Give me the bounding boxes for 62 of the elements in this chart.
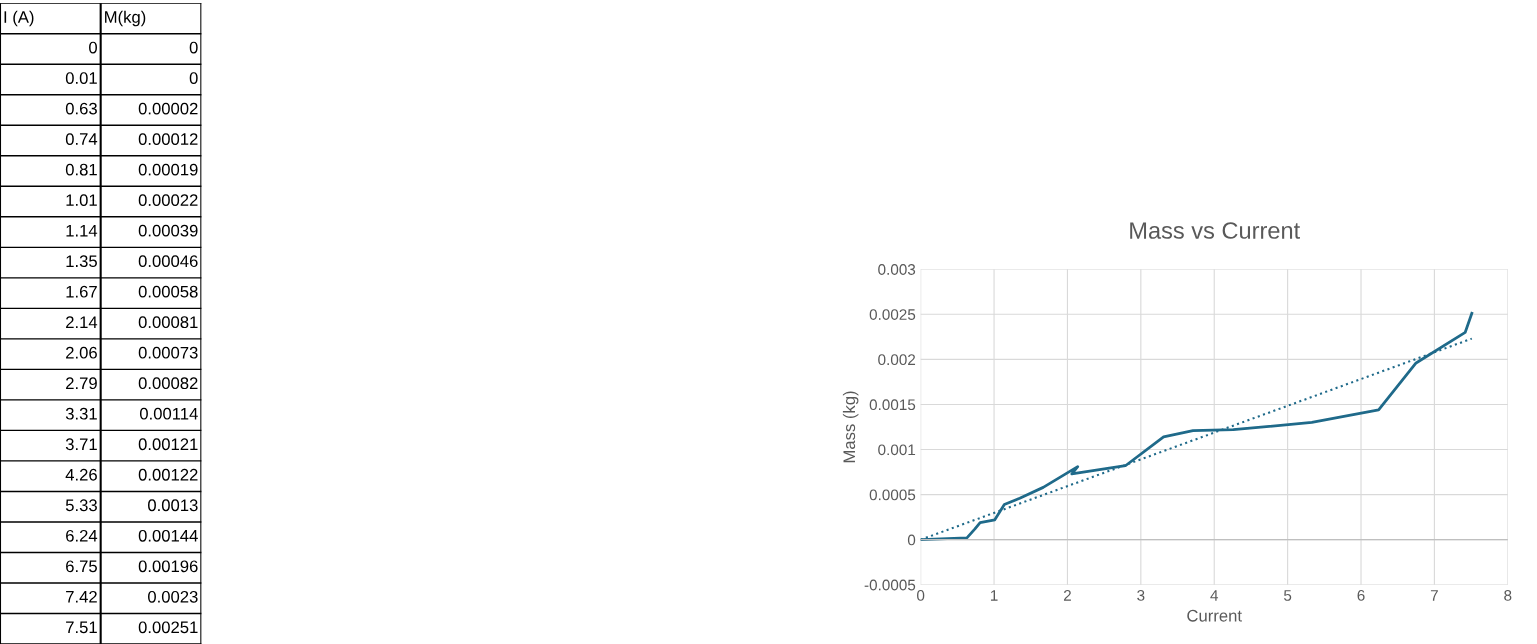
text: 0.00002 [138,102,198,115]
text: 6.75 [66,560,97,573]
text: 2.14 [66,316,98,328]
x-tick-label: 7 [1430,590,1438,601]
text: 2.06 [66,346,97,359]
x-tick-label: 5 [1283,590,1292,601]
x-tick-label: 3 [1137,590,1145,601]
text: 0.00073 [138,346,198,359]
text: 0.01 [65,72,97,84]
y-tick-label: 0.0015 [869,399,916,411]
text: 4.26 [65,468,97,481]
text: 1.67 [66,285,97,298]
text: 0.00046 [138,255,198,268]
y-tick-label: 0 [907,534,916,546]
text: 0.74 [65,133,98,145]
text: 0.00022 [138,194,198,207]
text: 0.81 [65,163,97,176]
text: 6.24 [66,529,98,542]
text: 3.71 [65,438,97,451]
text: 0 [189,72,198,84]
x-tick-label: 1 [990,590,998,601]
text: 0 [189,41,198,54]
y-tick-label: 0.0025 [869,309,916,320]
text: 1.35 [66,255,97,268]
text: 0.0023 [148,590,198,603]
text: 0.0013 [148,499,198,512]
y-tick-label: 0.001 [878,444,916,456]
text: 0.00082 [138,377,198,390]
text: 0.00039 [138,224,198,237]
y-axis-title: Mass (kg) [842,391,859,463]
text: 0.00196 [138,560,198,573]
text: 0.00114 [139,407,198,420]
text: I (A) [4,10,34,27]
text: 0 [89,41,97,54]
y-tick-label: -0.0005 [864,579,916,591]
y-tick-label: 0.002 [878,354,916,366]
y-tick-label: 0.0005 [869,489,916,501]
text: 2.79 [66,377,97,390]
text: 1.01 [66,194,97,207]
text: 0.00012 [138,133,198,145]
x-tick-label: 2 [1063,590,1071,601]
text: 7.51 [66,621,97,634]
text: 0.00121 [138,438,198,451]
text: 0.00081 [138,316,198,329]
x-tick-label: 6 [1357,590,1365,601]
x-tick-label: 4 [1210,590,1219,601]
text: 3.31 [65,407,97,420]
text: 0.00144 [138,529,198,542]
text: 0.00058 [138,285,198,298]
text: 0.00251 [138,621,198,634]
text: M(kg) [105,10,146,27]
text: 7.42 [66,590,97,603]
x-tick-label: 8 [1504,590,1512,601]
x-tick-label: 0 [917,590,925,601]
y-tick-label: 0.003 [878,264,916,275]
text: 5.33 [65,499,97,512]
text: 0.00019 [138,163,198,176]
chart-title: Mass vs Current [1130,222,1300,239]
text: 0.63 [65,102,97,115]
x-axis-title: Current [1187,609,1242,622]
text: 0.00122 [138,468,198,481]
text: 1.14 [66,224,98,237]
